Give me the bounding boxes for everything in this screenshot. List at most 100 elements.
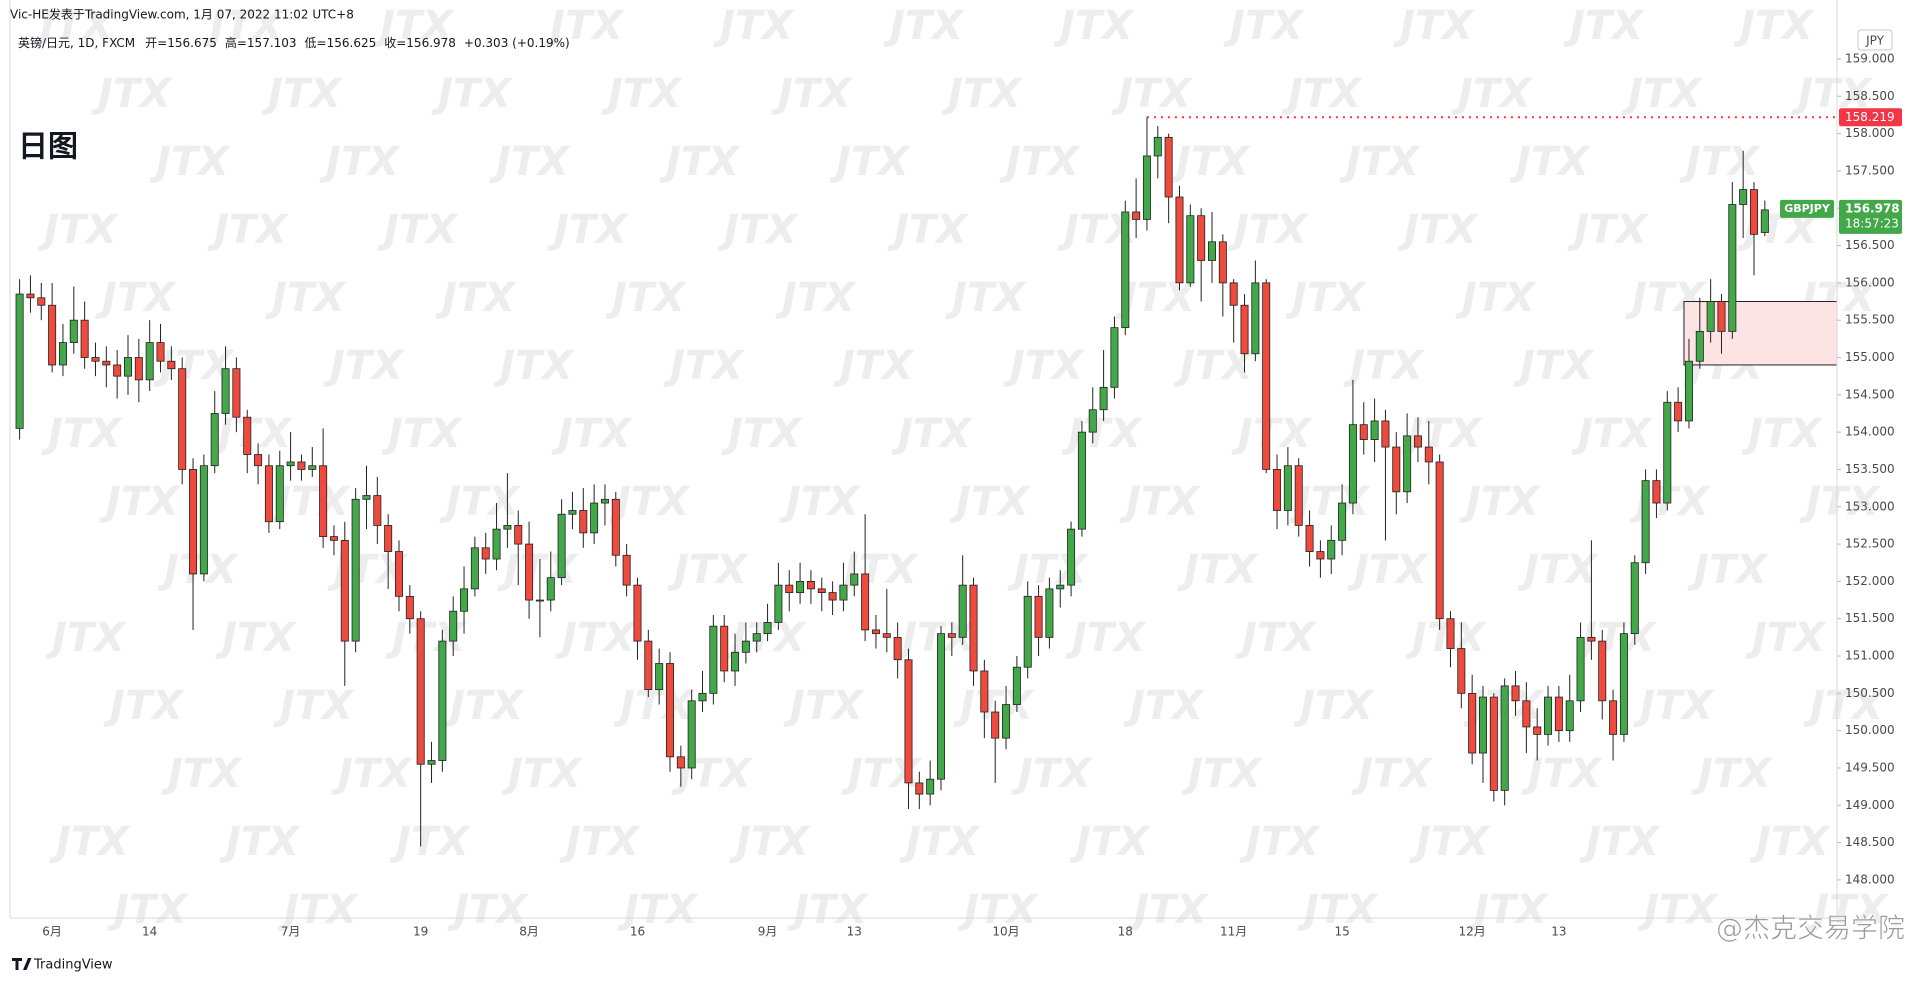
candle-body <box>373 495 382 526</box>
y-tick-label: 153.500 <box>1845 462 1895 476</box>
candle-body <box>514 525 523 545</box>
legend-change: +0.303 (+0.19%) <box>464 36 570 50</box>
pattern-watermark: JTX <box>667 547 749 593</box>
y-tick-label: 150.000 <box>1845 723 1895 737</box>
candle-body <box>1728 204 1737 332</box>
x-tick-label: 15 <box>1334 925 1349 939</box>
pattern-watermark: JTX <box>1169 139 1251 185</box>
candle-body <box>828 592 837 601</box>
pattern-watermark: JTX <box>1065 615 1147 661</box>
candle-body <box>1446 618 1455 649</box>
candle-body <box>1598 640 1607 702</box>
pattern-watermark: JTX <box>489 139 571 185</box>
candle-body <box>91 357 100 362</box>
y-tick-label: 156.500 <box>1845 238 1895 252</box>
y-tick-label: 153.000 <box>1845 499 1895 513</box>
pattern-watermark: JTX <box>1509 139 1591 185</box>
pattern-watermark: JTX <box>663 343 745 389</box>
candle-body <box>1088 409 1097 433</box>
candle-body <box>1034 595 1043 638</box>
pattern-watermark: JTX <box>1293 683 1375 729</box>
pattern-watermark: JTX <box>33 3 115 49</box>
candle-body <box>1739 189 1748 205</box>
candle-body <box>492 528 501 560</box>
pattern-watermark: JTX <box>1351 751 1433 797</box>
candle-body <box>1468 692 1477 754</box>
candle-body <box>1023 595 1032 668</box>
candle-body <box>785 584 794 593</box>
candle-body <box>991 711 1000 739</box>
candle-body <box>1750 189 1759 235</box>
price-tag <box>1839 199 1902 234</box>
pattern-watermark: JTX <box>45 615 127 661</box>
candle-body <box>590 502 599 534</box>
pattern-watermark: JTX <box>1069 819 1151 865</box>
pattern-watermark: JTX <box>435 275 517 321</box>
candle-body <box>221 368 230 414</box>
x-tick-label: 16 <box>630 925 645 939</box>
candle-body <box>1370 420 1379 440</box>
candle-body <box>1208 241 1217 261</box>
pattern-watermark: JTX <box>447 887 529 933</box>
y-tick-label: 155.000 <box>1845 350 1895 364</box>
pattern-watermark: JTX <box>559 819 641 865</box>
brand-name: TradingView <box>33 958 113 973</box>
pattern-watermark: JTX <box>1807 887 1889 933</box>
candle-body <box>947 633 956 638</box>
pattern-watermark: JTX <box>1343 343 1425 389</box>
pattern-watermark: JTX <box>157 547 239 593</box>
pattern-watermark: JTX <box>1687 547 1769 593</box>
pattern-watermark: JTX <box>949 479 1031 525</box>
candle-body <box>134 357 143 381</box>
pattern-watermark: JTX <box>1803 683 1885 729</box>
candle-body <box>167 360 176 370</box>
y-tick-label: 154.000 <box>1845 425 1895 439</box>
candle-body <box>1327 539 1336 560</box>
pattern-watermark: JTX <box>1181 751 1263 797</box>
candle-body <box>720 625 729 672</box>
y-tick-label: 155.500 <box>1845 313 1895 327</box>
candle-body <box>958 584 967 638</box>
candle-body <box>1175 196 1184 284</box>
candle-body <box>362 495 371 500</box>
candle-body <box>1348 424 1357 504</box>
pattern-watermark: JTX <box>957 887 1039 933</box>
candle-body <box>1142 155 1151 220</box>
candle-body <box>243 416 252 455</box>
candle-body <box>709 625 718 694</box>
candle-body <box>871 629 880 635</box>
pattern-watermark: JTX <box>833 343 915 389</box>
y-tick-label: 149.000 <box>1845 798 1895 812</box>
candle-body <box>525 543 534 601</box>
candle-body <box>1045 588 1054 638</box>
candle-body <box>1413 435 1422 448</box>
candle-body <box>1435 461 1444 620</box>
candle-body <box>427 760 436 765</box>
pattern-watermark: JTX <box>1741 411 1823 457</box>
candle-body <box>1522 700 1531 728</box>
legend-field-label: 高= <box>225 35 247 50</box>
pattern-watermark: JTX <box>721 411 803 457</box>
y-tick-label: 157.500 <box>1845 163 1895 177</box>
pattern-watermark: JTX <box>153 343 235 389</box>
candle-body <box>850 573 859 586</box>
pattern-watermark: JTX <box>377 207 459 253</box>
pattern-watermark: JTX <box>1745 615 1827 661</box>
candle-body <box>763 622 772 635</box>
pattern-watermark: JTX <box>899 819 981 865</box>
price-tag-label: 156.978 <box>1845 201 1900 215</box>
pattern-watermark: JTX <box>273 683 355 729</box>
candle-body <box>1544 696 1553 735</box>
candle-body <box>394 551 403 597</box>
candle-body <box>1641 480 1650 564</box>
candle-body <box>1554 696 1563 732</box>
pattern-watermark: JTX <box>1177 547 1259 593</box>
pattern-watermark: JTX <box>1455 275 1537 321</box>
pattern-watermark: JTX <box>1633 683 1715 729</box>
candle-body <box>1002 704 1011 739</box>
pattern-watermark: JTX <box>1111 71 1193 117</box>
pattern-watermark: JTX <box>999 139 1081 185</box>
pattern-watermark: JTX <box>1339 139 1421 185</box>
candle-body <box>882 633 891 638</box>
